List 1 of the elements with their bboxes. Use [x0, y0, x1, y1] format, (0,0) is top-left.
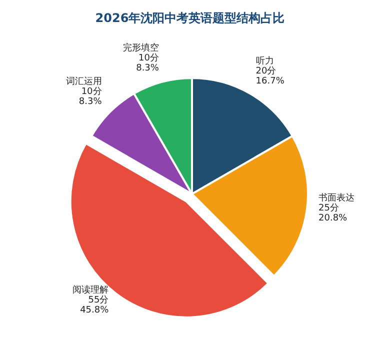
- chart-title: 2026年沈阳中考英语题型结构占比: [95, 11, 285, 25]
